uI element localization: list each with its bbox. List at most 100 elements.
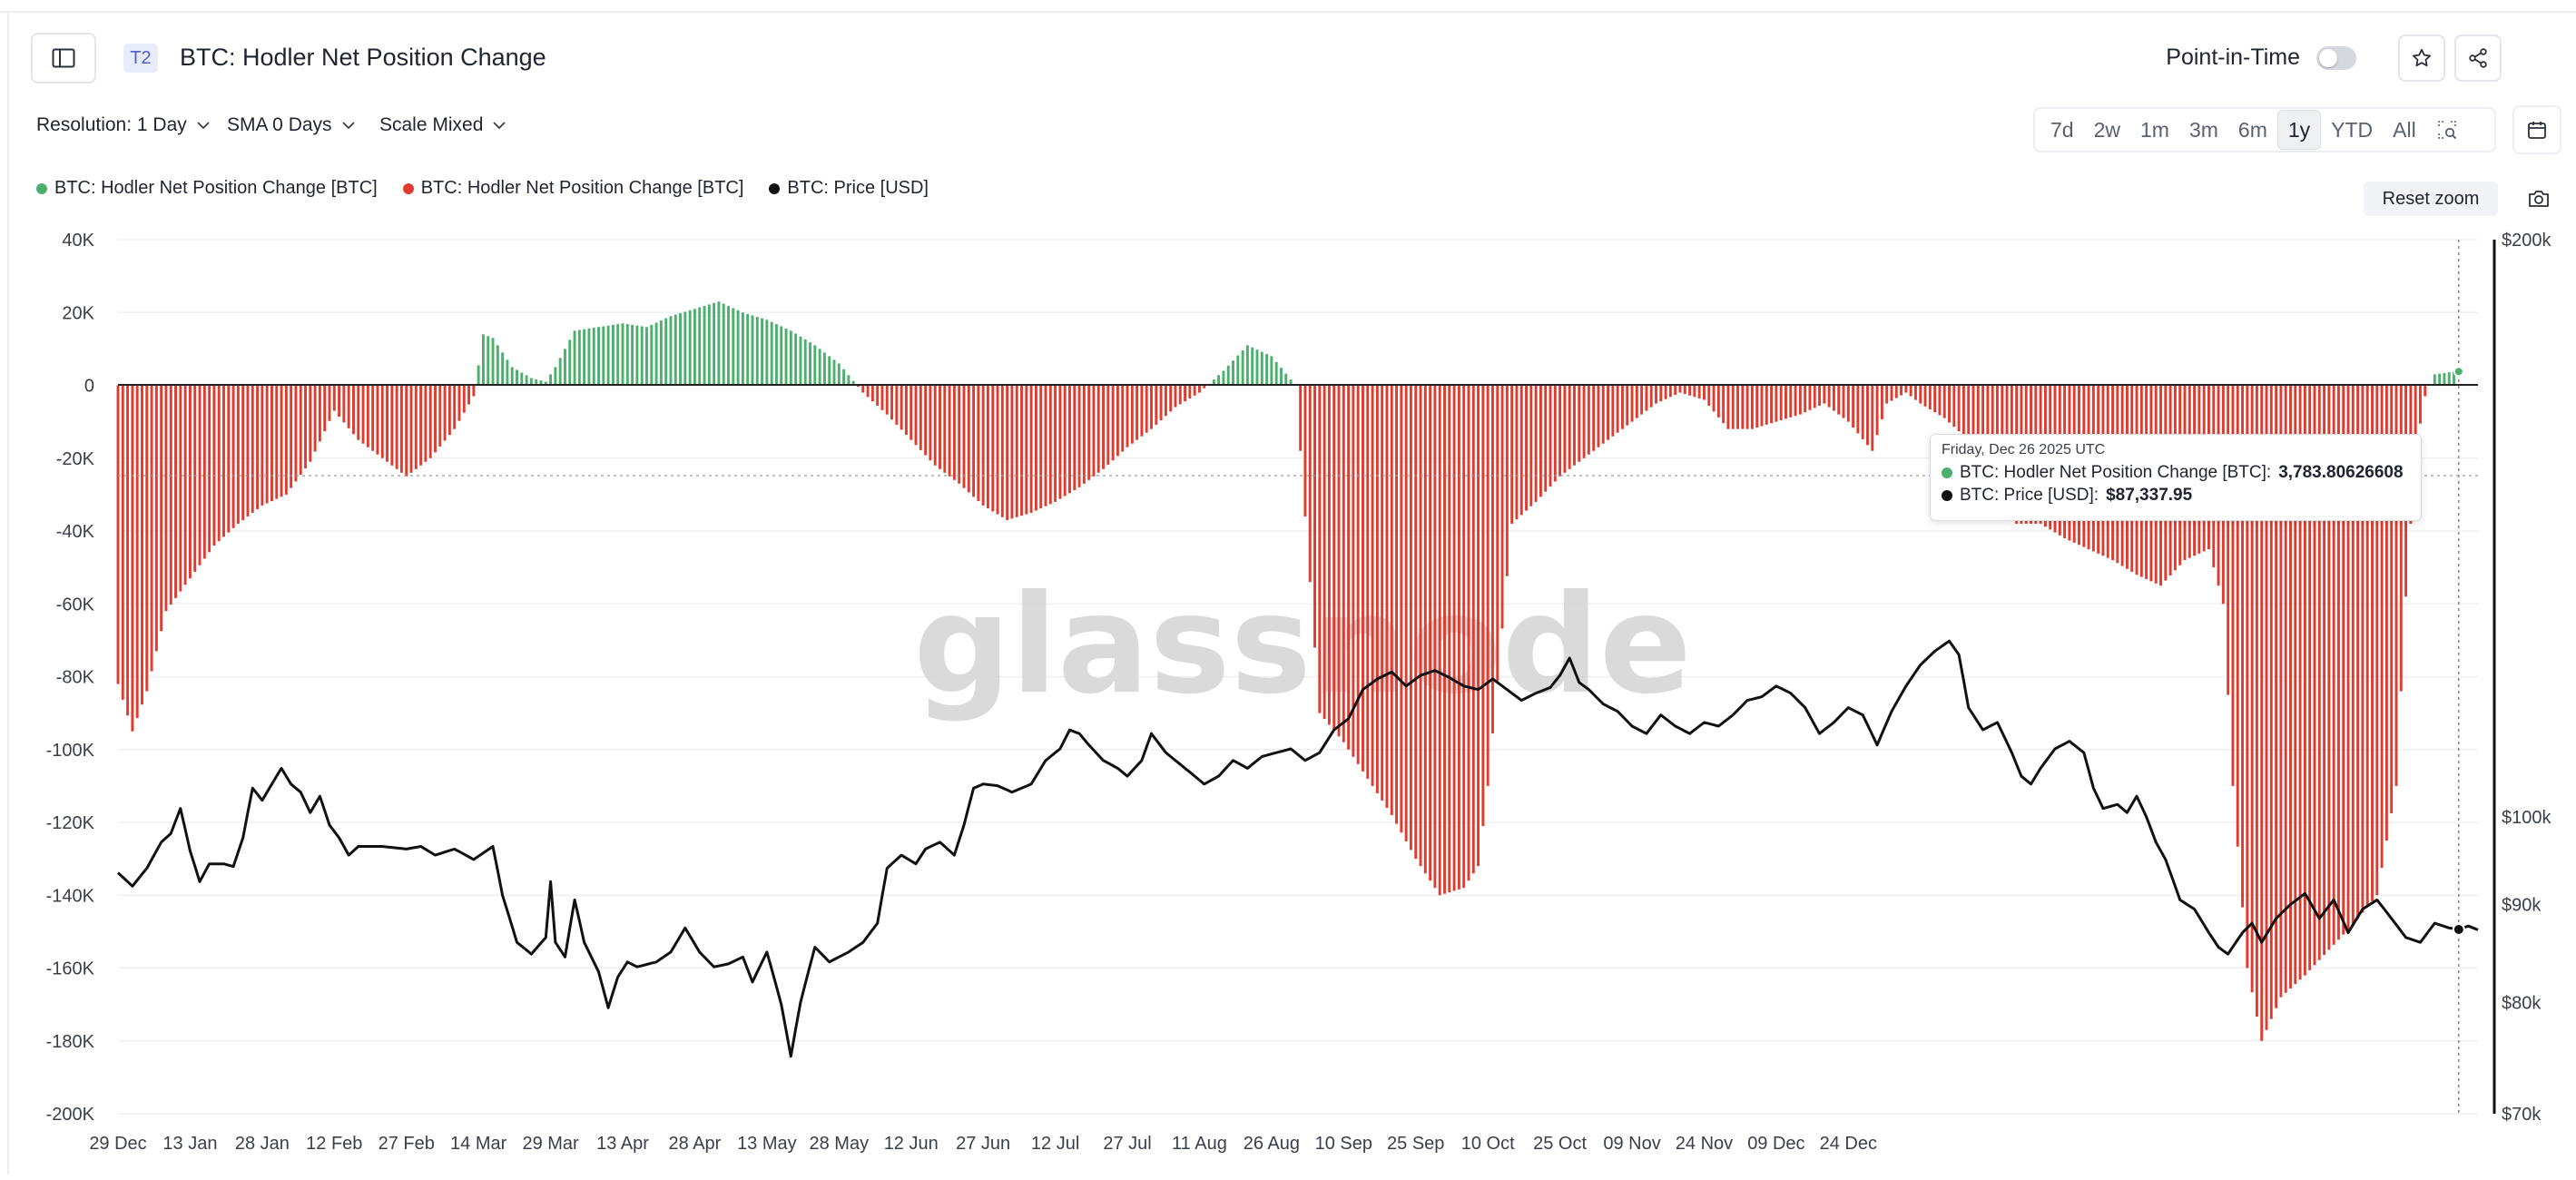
net-position-bar [434,385,437,453]
net-position-bar [929,385,932,461]
range-3m[interactable]: 3m [2188,117,2218,142]
net-position-bar [2390,385,2394,813]
tooltip-value: $87,337.95 [2106,486,2193,505]
point-in-time-toggle[interactable] [2316,46,2356,70]
net-position-bar [491,338,495,386]
net-position-bar [1866,385,1869,446]
sidebar-toggle-button[interactable] [31,33,96,84]
x-tick-label: 29 Dec [89,1134,146,1154]
sma-select[interactable]: SMA 0 Days [227,114,356,136]
net-position-bar [164,385,168,612]
net-position-bar [1082,385,1086,484]
net-position-bar [1419,385,1422,867]
net-position-bar [924,385,928,456]
net-position-bar [1255,349,1259,386]
range-7d[interactable]: 7d [2050,117,2074,142]
share-button[interactable] [2454,34,2502,82]
x-tick-label: 13 May [737,1134,797,1154]
net-position-bar [1856,385,1860,434]
legend-item-positive[interactable]: BTC: Hodler Net Position Change [BTC] [36,178,378,199]
net-position-bar [1582,385,1586,458]
net-position-bar [1044,385,1047,506]
net-position-bar [1952,385,1956,428]
net-position-bar [1318,385,1322,713]
favorite-button[interactable] [2398,34,2445,82]
net-position-bar [794,333,798,386]
net-position-bar [876,385,880,406]
net-position-bar [952,385,956,480]
net-position-bar [1274,361,1278,386]
resolution-select[interactable]: Resolution: 1 Day [36,114,211,136]
net-position-bar [1587,385,1590,455]
net-position-bar [1645,385,1648,411]
net-position-bar [1193,385,1196,396]
range-6m[interactable]: 6m [2237,117,2267,142]
net-position-bar [1327,385,1331,725]
y-right-tick-label: $90k [2502,895,2542,915]
net-position-bar [2317,385,2321,960]
net-position-bar [1006,385,1009,520]
x-tick-label: 28 May [810,1134,870,1154]
screenshot-button[interactable] [2522,183,2556,214]
net-position-bar [707,304,711,386]
price-series [116,639,2479,1058]
net-position-bar [857,385,860,388]
net-position-bar [1356,385,1360,764]
net-position-bar [2246,385,2249,969]
chevron-down-icon [493,122,506,130]
reset-zoom-button[interactable]: Reset zoom [2364,182,2498,216]
net-position-bar [496,345,499,386]
net-position-bar [1741,385,1745,429]
net-position-bar [1106,385,1110,465]
range-ytd[interactable]: YTD [2331,117,2374,142]
net-position-bar [376,385,379,455]
net-position-bar [939,385,941,469]
scale-select[interactable]: Scale Mixed [379,114,506,136]
net-position-bar [1102,385,1105,469]
net-position-bar [1770,385,1774,424]
net-position-bar [813,345,817,386]
net-position-bar [1130,385,1134,444]
net-position-bar [1798,385,1802,415]
range-2w[interactable]: 2w [2093,117,2120,142]
net-position-bar [323,385,327,432]
net-position-bar [1347,385,1351,750]
net-position-bar [568,339,572,386]
net-position-bar [673,314,677,386]
legend-item-price[interactable]: BTC: Price [USD] [769,178,929,199]
net-position-bar [2399,385,2403,692]
net-position-bar [577,329,581,386]
chart-legend: BTC: Hodler Net Position Change [BTC] BT… [36,178,929,199]
x-tick-label: 24 Dec [1820,1134,1877,1154]
net-position-bar [2308,385,2312,970]
calendar-button[interactable] [2512,105,2561,154]
net-position-bar [780,326,783,386]
net-position-bar [1491,385,1494,734]
net-position-bar [1260,351,1263,386]
net-position-bar [2342,385,2345,935]
net-position-bar [1178,385,1182,405]
net-position-bar [2327,385,2331,950]
net-position-bar [1054,385,1057,502]
net-position-bar [535,379,538,386]
range-1y[interactable]: 1y [2276,110,2322,150]
range-all[interactable]: All [2393,117,2416,142]
legend-item-negative[interactable]: BTC: Hodler Net Position Change [BTC] [402,178,743,199]
net-position-bar [131,385,134,732]
range-1m[interactable]: 1m [2140,117,2169,142]
top-divider [0,11,2576,13]
net-position-bar [914,385,918,446]
net-position-bar [654,322,658,386]
net-position-bar [332,385,336,411]
net-position-bar [933,385,937,466]
price-line [116,639,2479,1058]
net-position-bar [1707,385,1711,406]
net-position-bar [972,385,976,497]
net-position-bar [1409,385,1412,851]
net-position-bar [2303,385,2306,976]
net-position-bar [510,367,514,386]
net-position-bar [2241,385,2244,908]
zoom-select-button[interactable] [2426,111,2468,149]
net-position-bar [1697,385,1701,398]
y-tick-label: 20K [62,303,94,323]
